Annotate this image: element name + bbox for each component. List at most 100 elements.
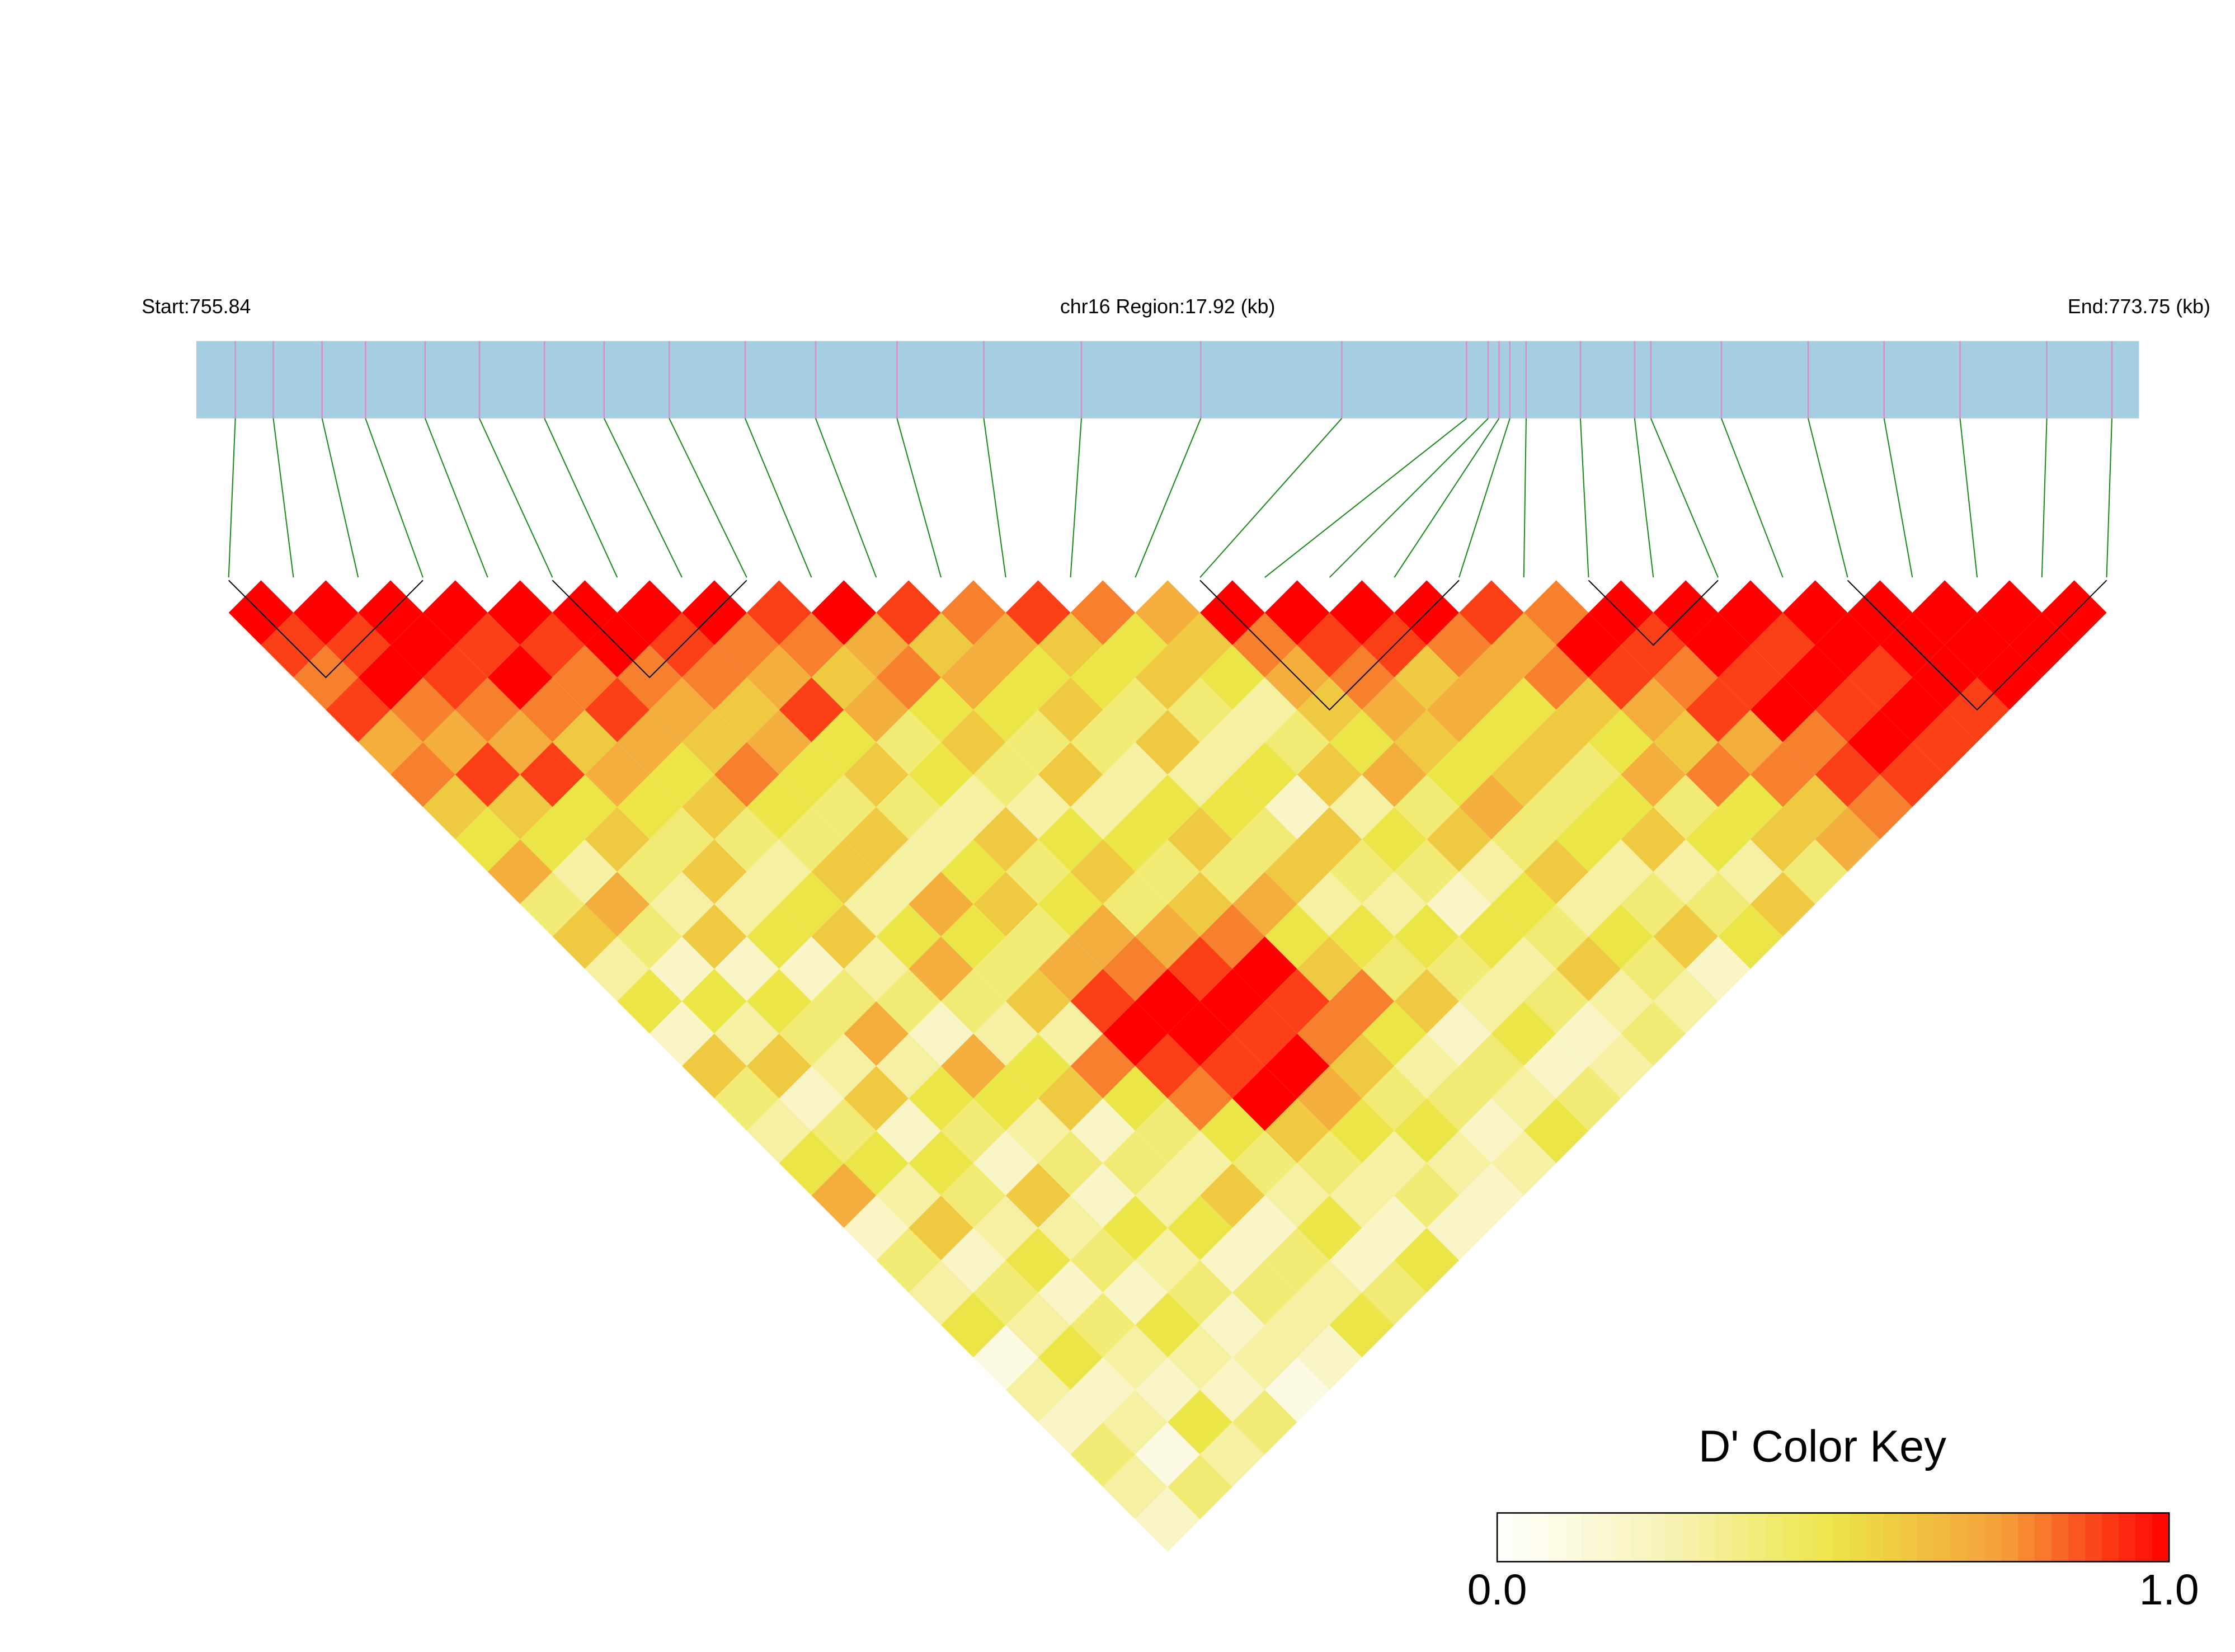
ld-cell — [1653, 709, 1719, 775]
ld-cell — [1135, 1227, 1201, 1293]
ld-cell — [1103, 1001, 1168, 1066]
ld-cell — [1168, 807, 1232, 872]
ld-cell — [1232, 1390, 1297, 1455]
snp-connector — [1720, 418, 1784, 578]
ld-cell — [1200, 1098, 1265, 1164]
ld-cell — [1329, 1227, 1395, 1293]
ld-cell — [1070, 1163, 1136, 1228]
region-label: chr16 Region:17.92 (kb) — [1060, 295, 1276, 318]
ld-cell — [940, 1227, 1006, 1293]
snp-connector — [365, 418, 424, 578]
key-swatch — [1866, 1513, 1885, 1562]
key-swatch — [1665, 1513, 1683, 1562]
ld-cell — [1232, 1131, 1297, 1196]
snp-connector — [2041, 418, 2048, 578]
ld-cell — [1264, 1227, 1330, 1293]
ld-cell — [1394, 645, 1460, 710]
ld-cell — [1005, 580, 1071, 646]
snp-connector — [1135, 418, 1202, 578]
key-swatch — [2052, 1513, 2069, 1562]
ld-cell — [1005, 645, 1071, 710]
ld-cell — [1394, 1227, 1460, 1293]
ld-cell — [1718, 839, 1783, 905]
ld-cell — [1038, 1131, 1103, 1196]
ld-cell — [1070, 968, 1136, 1034]
ld-cell — [1329, 709, 1395, 775]
ld-cell — [1070, 839, 1136, 905]
snp-connector — [1883, 418, 1913, 578]
snp-connector — [603, 418, 683, 578]
ld-cell — [1070, 645, 1136, 710]
ld-cell — [1168, 1260, 1232, 1325]
ld-cell — [909, 807, 973, 872]
ld-cell — [1168, 1390, 1232, 1455]
ld-cell — [1427, 1131, 1491, 1196]
ld-cell — [1005, 774, 1071, 840]
ld-cell — [909, 1066, 973, 1131]
ld-cell — [455, 807, 520, 872]
ld-cell — [1718, 580, 1783, 646]
ld-cell — [1556, 613, 1621, 677]
ld-cell — [1523, 1098, 1589, 1164]
ld-cell — [1232, 1001, 1297, 1066]
haplotype-block — [1199, 580, 1460, 711]
ld-cell — [1427, 1066, 1491, 1131]
ld-cell — [909, 613, 973, 677]
ld-cell — [1070, 1033, 1136, 1099]
ld-cell — [1718, 774, 1783, 840]
ld-cell — [1427, 613, 1491, 677]
ld-cell — [1491, 1001, 1556, 1066]
ld-cell — [1427, 742, 1491, 807]
ld-cell — [1945, 613, 2010, 677]
key-title: D' Color Key — [1698, 1422, 1946, 1471]
ld-cell — [1200, 709, 1265, 775]
ld-cell — [1005, 968, 1071, 1034]
snp-connector — [1199, 418, 1343, 578]
ld-cell — [1718, 709, 1783, 775]
ld-cell — [1135, 904, 1201, 969]
ld-cell — [1232, 807, 1297, 872]
key-swatch — [2017, 1513, 2036, 1562]
ld-cell — [1135, 1098, 1201, 1164]
ld-cell — [1232, 1066, 1297, 1131]
ld-cell — [1588, 709, 1654, 775]
ld-cell — [1005, 1098, 1071, 1164]
ld-cell — [1200, 645, 1265, 710]
snp-connector — [744, 418, 812, 578]
ld-cell — [1232, 1325, 1297, 1390]
key-swatch — [1564, 1513, 1582, 1562]
ld-cell — [455, 742, 520, 807]
ld-cell — [1232, 1195, 1297, 1260]
ld-cell — [1394, 709, 1460, 775]
ld-cell — [1491, 1066, 1556, 1131]
key-swatch — [1900, 1513, 1918, 1562]
ld-cell — [1200, 1292, 1265, 1358]
ld-cell — [1523, 904, 1589, 969]
ld-cell — [844, 613, 909, 677]
ld-cell — [1588, 774, 1654, 840]
snp-connector — [1394, 418, 1500, 578]
key-swatch — [1682, 1513, 1700, 1562]
ld-cell — [1491, 936, 1556, 1001]
ld-cell — [1556, 1066, 1621, 1131]
snp-connector — [1329, 418, 1489, 578]
ld-cell — [1394, 1098, 1460, 1164]
key-swatch — [1833, 1513, 1851, 1562]
ld-cell — [1491, 677, 1556, 742]
ld-cell — [1394, 968, 1460, 1034]
snp-connector — [1808, 418, 1848, 578]
ld-cell — [1427, 936, 1491, 1001]
ld-cell — [1329, 1033, 1395, 1099]
key-swatch — [1933, 1513, 1952, 1562]
ld-cell — [585, 742, 650, 807]
key-tick-label: 0.0 — [1467, 1566, 1527, 1614]
key-swatch — [1917, 1513, 1935, 1562]
ld-cell — [1427, 677, 1491, 742]
ld-cell — [1815, 613, 1880, 677]
ld-cell — [1556, 807, 1621, 872]
ld-cell — [1168, 872, 1232, 936]
ld-cell — [844, 1066, 909, 1131]
ld-cell — [650, 872, 714, 936]
ld-cell — [1329, 904, 1395, 969]
key-swatch — [1816, 1513, 1834, 1562]
